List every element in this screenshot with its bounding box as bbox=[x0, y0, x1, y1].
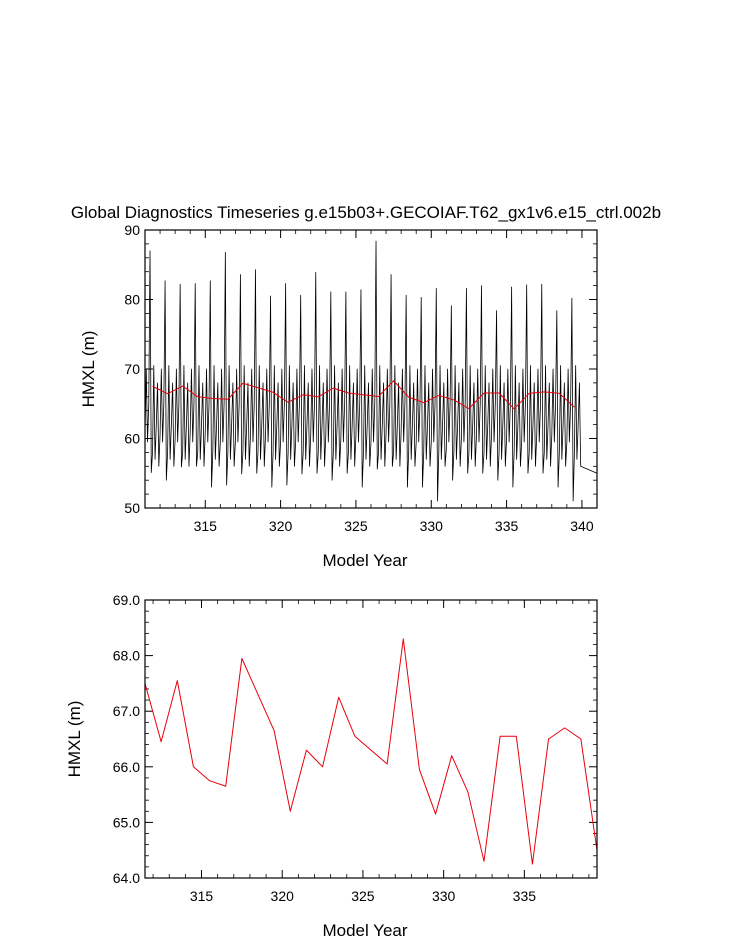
x-tick-label: 320 bbox=[269, 518, 293, 534]
y-tick-label: 60 bbox=[124, 431, 140, 447]
y-tick-label: 50 bbox=[124, 500, 140, 516]
x-tick-label: 330 bbox=[432, 888, 456, 904]
monthly-series-line bbox=[144, 240, 598, 502]
x-tick-label: 320 bbox=[271, 888, 295, 904]
bottom-axis-ticks bbox=[145, 599, 597, 879]
bottom-panel: 315 320 325 330 33564.065.066.067.068.069.0 … bbox=[65, 592, 598, 940]
top-series-group bbox=[144, 240, 598, 502]
y-tick-label: 80 bbox=[124, 292, 140, 308]
y-tick-label: 65.0 bbox=[113, 814, 140, 830]
bottom-plot-frame bbox=[144, 599, 598, 879]
annual-series-line bbox=[144, 638, 598, 865]
top-plot-frame bbox=[144, 229, 598, 509]
x-tick-label: 335 bbox=[513, 888, 537, 904]
y-tick-label: 70 bbox=[124, 361, 140, 377]
bottom-tick-labels: 315 320 325 330 335 64.0 65.0 66.0 67.0 68.0 69.0 bbox=[113, 592, 536, 904]
annual-series-line bbox=[152, 380, 575, 410]
x-tick-label: 325 bbox=[344, 518, 368, 534]
y-tick-label: 68.0 bbox=[113, 648, 140, 664]
x-tick-label: 315 bbox=[194, 518, 218, 534]
y-tick-label: 67.0 bbox=[113, 703, 140, 719]
y-tick-label: 69.0 bbox=[113, 592, 140, 608]
top-y-axis-label: HMXL (m) bbox=[79, 331, 98, 408]
top-tick-labels: 315 320 325 330 335 340 50 60 70 80 90 bbox=[124, 222, 593, 534]
top-x-axis-label: Model Year bbox=[322, 551, 407, 570]
x-tick-label: 315 bbox=[190, 888, 214, 904]
x-tick-label: 335 bbox=[495, 518, 519, 534]
bottom-series-group bbox=[144, 638, 598, 865]
y-tick-label: 90 bbox=[124, 222, 140, 238]
x-tick-label: 340 bbox=[570, 518, 594, 534]
x-tick-label: 325 bbox=[351, 888, 375, 904]
x-tick-label: 330 bbox=[420, 518, 444, 534]
y-tick-label: 66.0 bbox=[113, 759, 140, 775]
bottom-x-axis-label: Model Year bbox=[322, 921, 407, 940]
y-tick-label: 64.0 bbox=[113, 870, 140, 886]
chart-title: Global Diagnostics Timeseries g.e15b03+.… bbox=[71, 203, 661, 222]
top-axis-ticks bbox=[144, 229, 598, 509]
bottom-y-axis-label: HMXL (m) bbox=[65, 701, 84, 778]
